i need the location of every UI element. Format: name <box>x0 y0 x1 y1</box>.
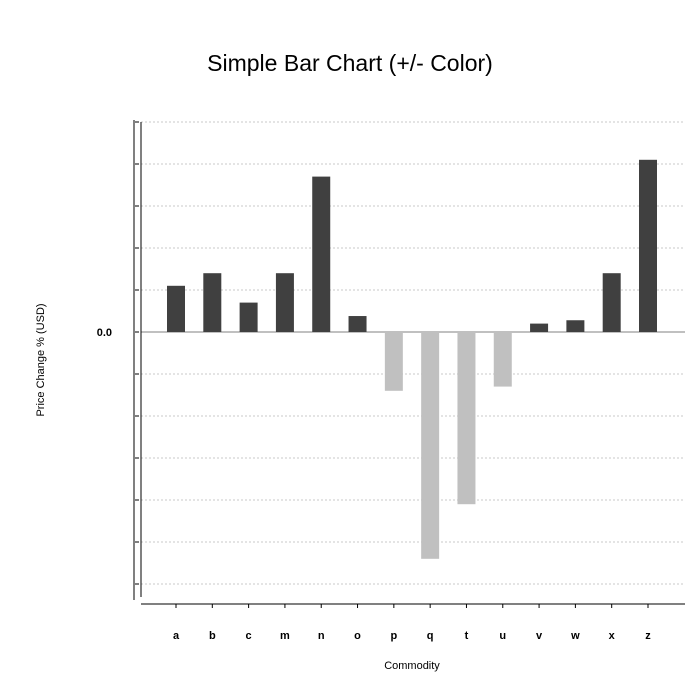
bar-c <box>239 302 258 332</box>
x-tick-label-w: w <box>570 630 580 642</box>
x-tick-label-a: a <box>173 630 180 642</box>
x-tick-label-z: z <box>645 630 651 642</box>
bar-u <box>493 332 512 387</box>
x-axis-title: Commodity <box>384 660 440 672</box>
bar-t <box>457 332 476 505</box>
bars-layer <box>167 159 657 559</box>
x-tick-label-n: n <box>318 630 325 642</box>
x-tick-label-b: b <box>209 630 216 642</box>
bar-v <box>530 323 549 332</box>
grid-layer <box>141 121 685 585</box>
y-tick-label: 0.0 <box>97 327 112 339</box>
x-tick-label-x: x <box>609 630 616 642</box>
x-tick-label-u: u <box>499 630 506 642</box>
x-tick-label-v: v <box>536 630 543 642</box>
x-tick-label-t: t <box>465 630 469 642</box>
bar-o <box>348 316 367 332</box>
chart-title: Simple Bar Chart (+/- Color) <box>207 50 493 76</box>
bar-x <box>602 273 621 332</box>
bar-n <box>312 176 331 332</box>
x-tick-label-c: c <box>246 630 252 642</box>
bar-q <box>421 332 440 559</box>
x-tick-label-q: q <box>427 630 434 642</box>
y-axis-title: Price Change % (USD) <box>35 303 47 416</box>
bar-z <box>639 159 657 332</box>
x-tick-label-m: m <box>280 630 290 642</box>
bar-b <box>203 273 222 332</box>
x-tick-label-p: p <box>390 630 397 642</box>
x-tick-label-o: o <box>354 630 361 642</box>
bar-p <box>384 332 403 391</box>
bar-m <box>275 273 294 332</box>
bar-w <box>566 320 585 332</box>
bar-a <box>167 285 185 332</box>
axis-layer: 0.0 a b c m n o p q t u v w x z <box>97 120 685 642</box>
